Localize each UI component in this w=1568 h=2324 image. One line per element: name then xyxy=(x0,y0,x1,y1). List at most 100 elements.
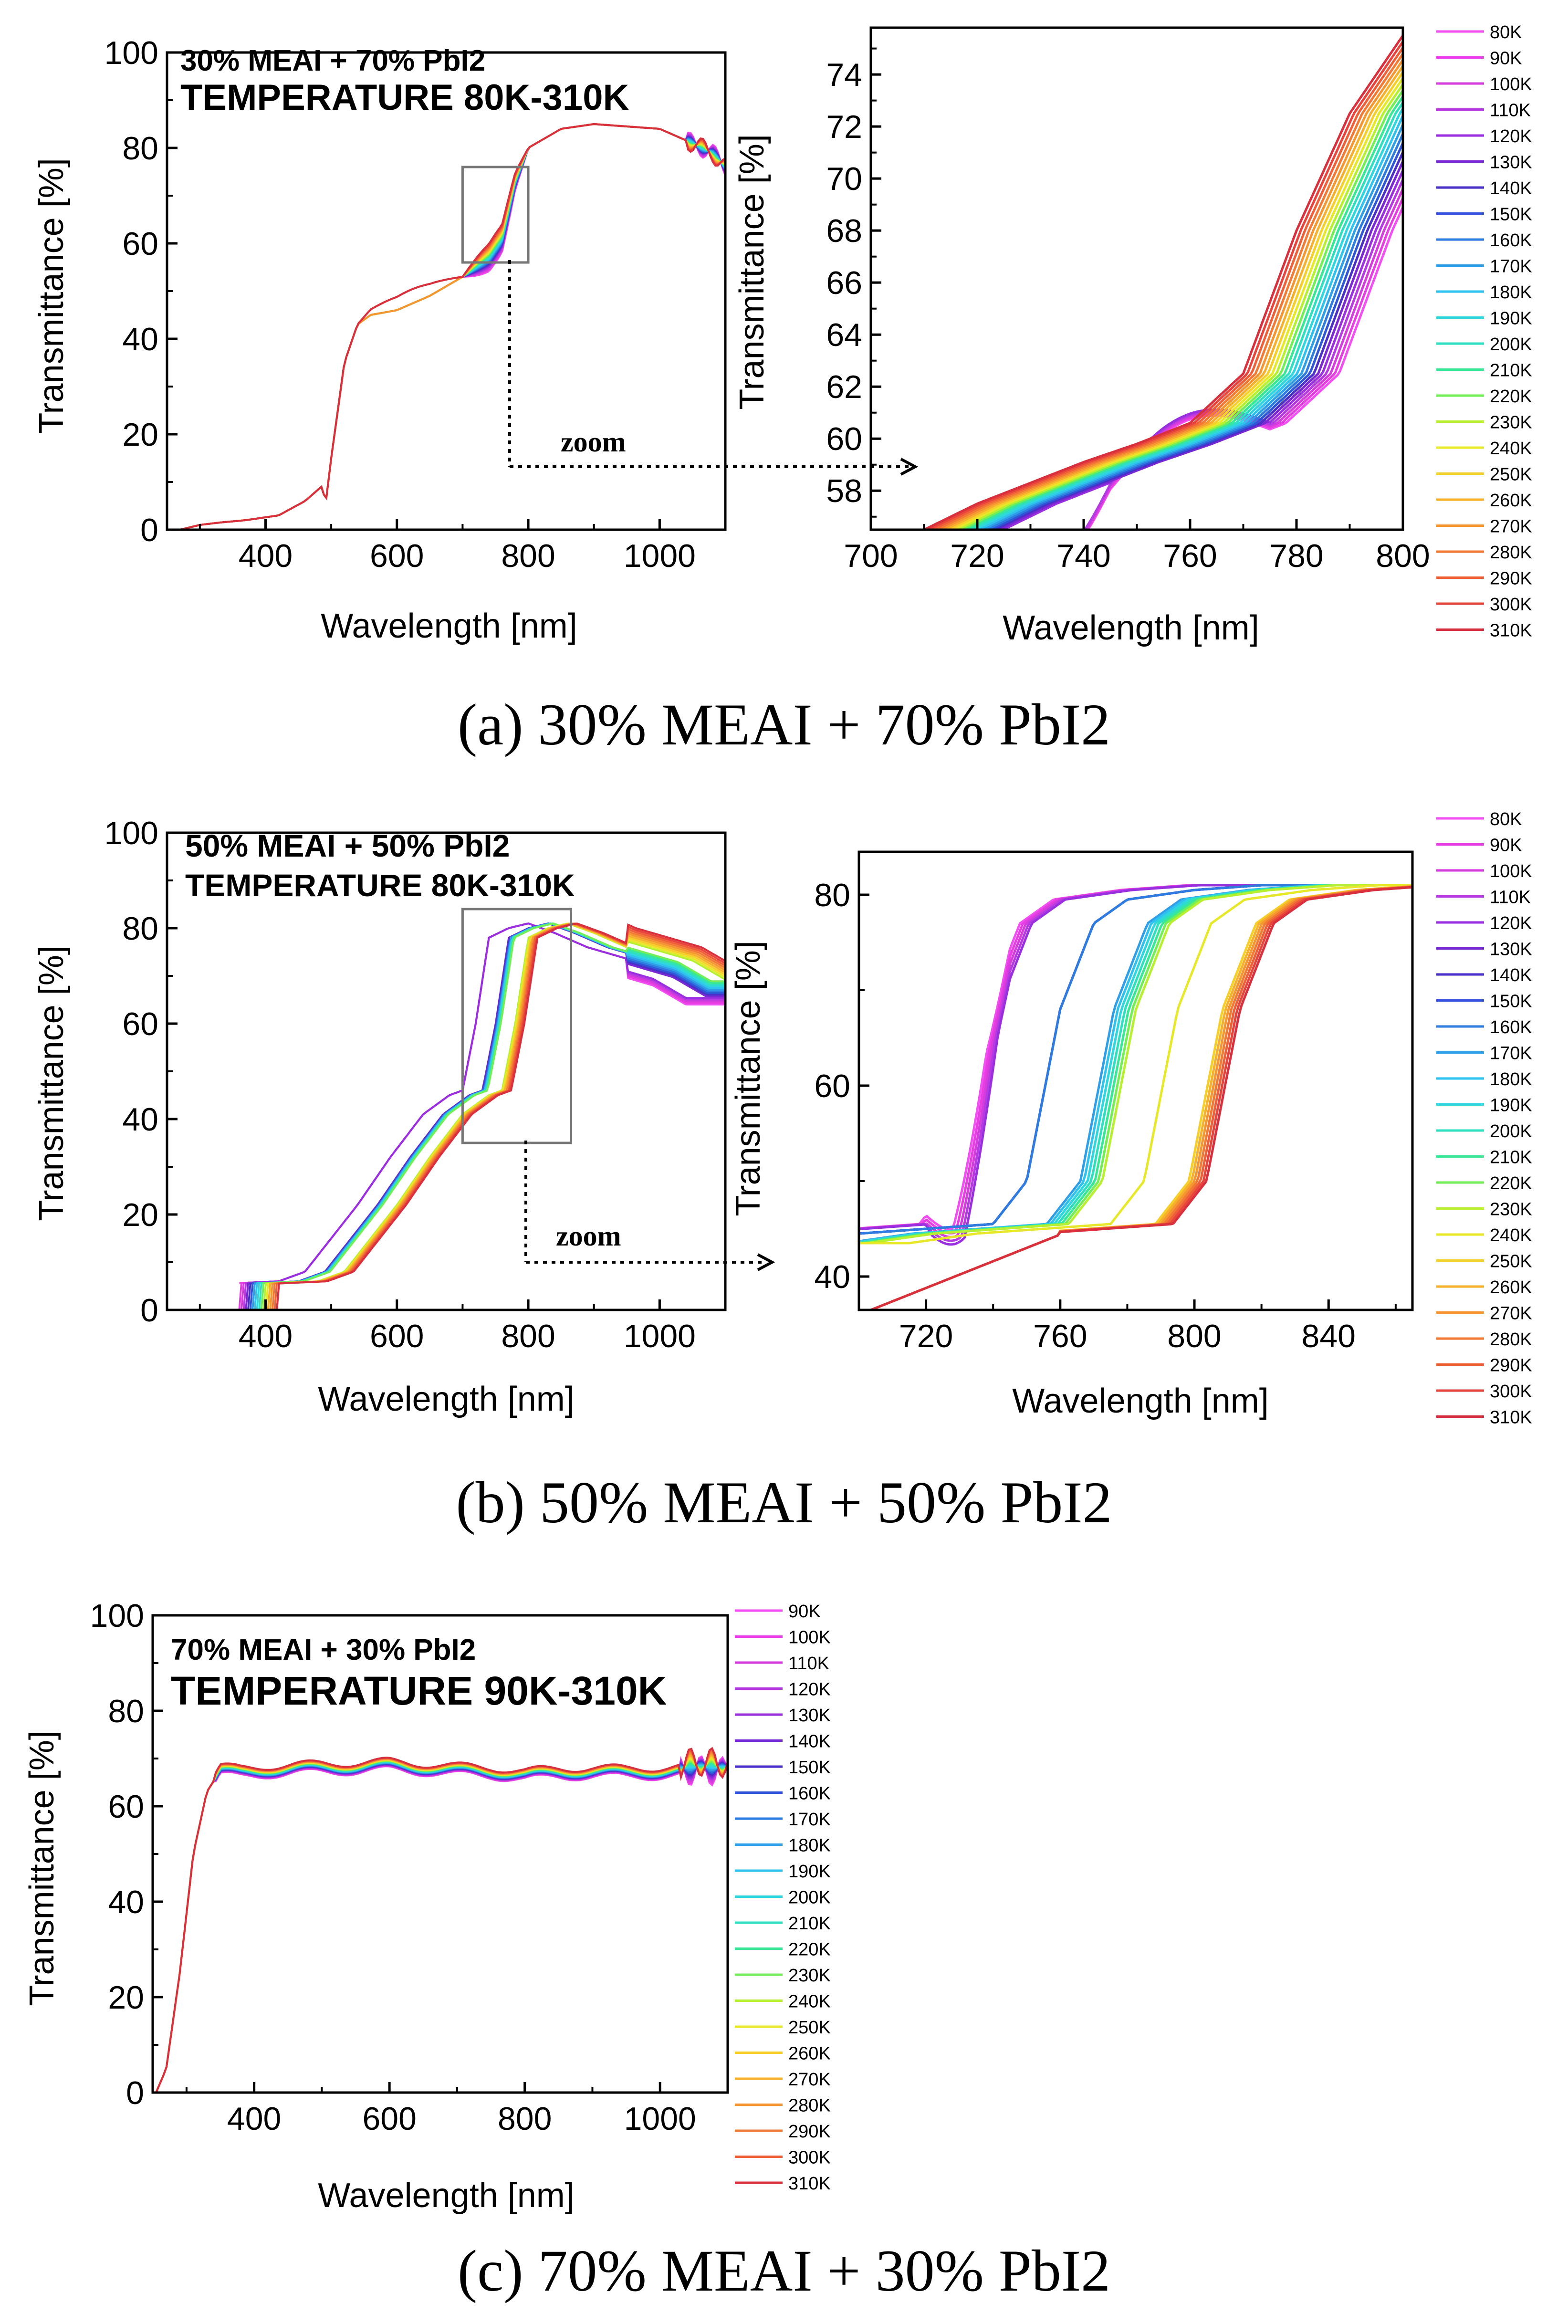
chart-b-main-axes: 400 600 800 1000 0 20 40 60 80 100 xyxy=(105,815,726,1354)
legend-label: 270K xyxy=(1490,517,1532,537)
y-tick-label: 100 xyxy=(105,815,158,851)
chart-b-zoom: 720 760 800 840 40 60 80 Wavelength [nm] Trans… xyxy=(729,850,1414,1420)
chart-a-zoom-series-line xyxy=(947,71,1403,530)
chart-c-main-curves xyxy=(155,1747,728,2093)
legend-label: 280K xyxy=(788,2096,831,2116)
caption-a: (a) 30% MEAI + 70% PbI2 xyxy=(458,692,1110,757)
legend-label: 130K xyxy=(788,1706,831,1726)
chart-b-zoom-series-group xyxy=(859,884,1412,1310)
legend-label: 140K xyxy=(788,1732,831,1752)
x-tick-label: 800 xyxy=(1167,1318,1221,1354)
y-tick-label: 74 xyxy=(826,57,862,93)
chart-a-zoom-series-line xyxy=(922,34,1403,530)
y-tick-label: 40 xyxy=(814,1259,850,1295)
legend-label: 280K xyxy=(1490,1329,1532,1350)
y-tick-label: 60 xyxy=(814,1068,850,1104)
legend-label: 230K xyxy=(1490,413,1532,433)
chart-a-main-ylabel: Transmittance [%] xyxy=(32,158,71,434)
legend-label: 190K xyxy=(788,1862,831,1882)
x-tick-label: 720 xyxy=(950,538,1004,574)
y-tick-label: 0 xyxy=(126,2075,144,2111)
chart-c-main-xlabel: Wavelength [nm] xyxy=(318,2177,575,2215)
legend-label: 210K xyxy=(1490,361,1532,381)
legend-b: 80K 90K 100K 110K 120K 130K 140K 150K 160K 170K 18… xyxy=(1436,809,1532,1428)
chart-c-title: 70% MEAI + 30% PbI2 xyxy=(171,1633,476,1666)
legend-label: 300K xyxy=(788,2148,831,2168)
chart-c-main-ylabel: Transmittance [%] xyxy=(23,1730,61,2006)
legend-label: 110K xyxy=(1490,101,1531,121)
legend-label: 200K xyxy=(788,1888,831,1908)
zoom-arrow-b: zoom xyxy=(524,1141,775,1271)
chart-b-main-xlabel: Wavelength [nm] xyxy=(318,1380,575,1418)
legend-label: 200K xyxy=(1490,335,1532,355)
legend-label: 260K xyxy=(1490,1277,1532,1298)
legend-label: 310K xyxy=(1490,621,1532,641)
legend-label: 150K xyxy=(788,1758,831,1778)
chart-a-zoom-series-line xyxy=(942,65,1403,530)
legend-a: 80K 90K 100K 110K 120K 130K 140K 150K 160K 170K 18… xyxy=(1436,22,1532,641)
legend-label: 190K xyxy=(1490,309,1532,329)
legend-label: 200K xyxy=(1490,1121,1532,1141)
legend-label: 120K xyxy=(1490,126,1532,147)
legend-label: 170K xyxy=(1490,1044,1532,1064)
legend-label: 130K xyxy=(1490,153,1532,173)
legend-label: 180K xyxy=(788,1836,831,1856)
chart-a-zoom-series-group xyxy=(922,34,1403,530)
legend-label: 90K xyxy=(788,1602,821,1622)
legend-label: 90K xyxy=(1490,836,1522,856)
chart-a-zoom-series-line xyxy=(951,77,1403,530)
x-tick-label: 600 xyxy=(362,2101,416,2137)
y-tick-label: 20 xyxy=(108,1979,144,2016)
chart-c-main-series-group xyxy=(155,1747,728,2093)
legend-label: 170K xyxy=(1490,257,1532,277)
legend-label: 300K xyxy=(1490,595,1532,615)
legend-label: 150K xyxy=(1490,205,1532,225)
legend-label: 90K xyxy=(1490,49,1522,69)
legend-label: 160K xyxy=(1490,230,1532,251)
y-tick-label: 40 xyxy=(122,321,158,357)
legend-label: 110K xyxy=(788,1654,829,1674)
chart-a-zoom-series-line xyxy=(984,133,1403,530)
y-tick-label: 60 xyxy=(108,1789,144,1825)
chart-c-subtitle: TEMPERATURE 90K-310K xyxy=(171,1668,667,1713)
chart-b-zoom-ylabel: Transmittance [%] xyxy=(729,941,767,1216)
chart-a-main-axes: 400 600 800 1000 0 20 40 60 80 100 xyxy=(105,35,726,574)
chart-a-zoom-series-line xyxy=(972,108,1403,530)
y-tick-label: 40 xyxy=(108,1884,144,1920)
y-tick-label: 100 xyxy=(90,1598,144,1634)
legend-label: 260K xyxy=(788,2044,831,2064)
legend-label: 220K xyxy=(788,1940,831,1960)
y-tick-label: 0 xyxy=(140,1292,158,1329)
y-tick-label: 58 xyxy=(826,473,862,509)
legend-label: 210K xyxy=(1490,1148,1532,1168)
y-tick-label: 0 xyxy=(140,512,158,548)
zoom-label-a: zoom xyxy=(561,426,626,458)
x-tick-label: 800 xyxy=(498,2101,552,2137)
legend-label: 250K xyxy=(788,2018,831,2038)
legend-label: 300K xyxy=(1490,1382,1532,1402)
x-tick-label: 800 xyxy=(501,1318,555,1354)
y-tick-label: 80 xyxy=(122,130,158,167)
legend-label: 240K xyxy=(788,1992,831,2012)
y-tick-label: 66 xyxy=(826,265,862,301)
legend-label: 100K xyxy=(1490,861,1532,881)
chart-b-zoom-xlabel: Wavelength [nm] xyxy=(1012,1382,1269,1420)
chart-a-zoom-xlabel: Wavelength [nm] xyxy=(1003,609,1259,647)
chart-a-main: 400 600 800 1000 0 20 40 60 80 100 30% MEAI + 70%… xyxy=(32,35,727,645)
x-tick-label: 400 xyxy=(227,2101,281,2137)
x-tick-label: 800 xyxy=(1376,538,1430,574)
chart-a-zoom-series-line xyxy=(968,102,1403,530)
y-tick-label: 60 xyxy=(122,1006,158,1042)
y-tick-label: 80 xyxy=(122,911,158,947)
chart-b-zoom-series-line xyxy=(859,884,1412,1245)
legend-label: 140K xyxy=(1490,965,1532,985)
x-tick-label: 1000 xyxy=(624,1318,696,1354)
y-tick-label: 62 xyxy=(826,369,862,405)
chart-b-main-series-group xyxy=(238,922,725,1310)
legend-label: 100K xyxy=(788,1628,831,1648)
chart-b-main: 400 600 800 1000 0 20 40 60 80 100 50% MEAI + 50%… xyxy=(32,815,727,1418)
chart-b-main-series-line xyxy=(239,922,725,1310)
chart-a-zoom-series-line xyxy=(963,95,1403,530)
chart-a-subtitle: TEMPERATURE 80K-310K xyxy=(180,77,629,118)
